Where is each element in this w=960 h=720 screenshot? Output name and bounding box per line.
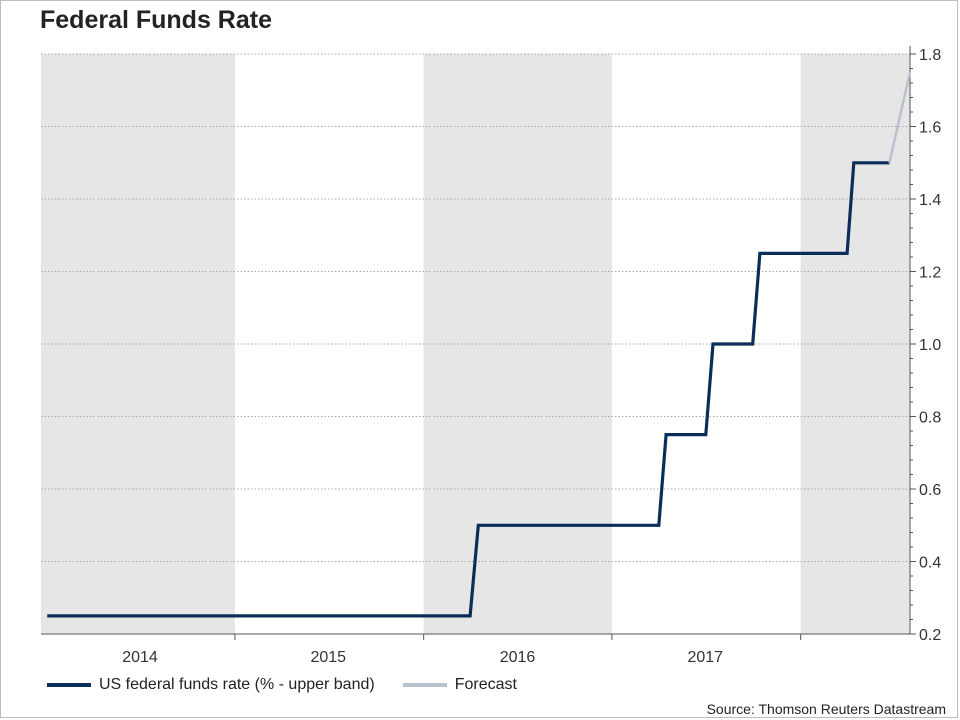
y-tick-label-2: 0.6 bbox=[919, 482, 941, 499]
y-tick-label-0: 0.2 bbox=[919, 627, 941, 644]
legend-swatch-funds-rate bbox=[47, 683, 91, 687]
x-tick-label-3: 2017 bbox=[687, 649, 723, 666]
legend-swatch-forecast bbox=[402, 683, 447, 687]
legend-label-funds-rate: US federal funds rate (% - upper band) bbox=[99, 676, 375, 693]
x-tick-label-1: 2015 bbox=[310, 649, 346, 666]
y-tick-label-3: 0.8 bbox=[919, 410, 941, 427]
legend: US federal funds rate (% - upper band) F… bbox=[47, 674, 545, 696]
y-tick-label-1: 0.4 bbox=[919, 555, 941, 572]
y-tick-label-4: 1.0 bbox=[919, 337, 941, 354]
y-tick-label-6: 1.4 bbox=[919, 192, 941, 209]
x-tick-label-2: 2016 bbox=[500, 649, 536, 666]
y-tick-label-7: 1.6 bbox=[919, 120, 941, 137]
y-tick-label-5: 1.2 bbox=[919, 265, 941, 282]
chart-title: Federal Funds Rate bbox=[40, 6, 272, 34]
legend-label-forecast: Forecast bbox=[454, 676, 517, 693]
x-tick-label-0: 2014 bbox=[122, 649, 158, 666]
series-line-funds-rate bbox=[47, 161, 890, 618]
y-tick-label-8: 1.8 bbox=[919, 47, 941, 64]
series-line-forecast bbox=[888, 71, 912, 164]
source-note: Source: Thomson Reuters Datastream bbox=[706, 701, 946, 717]
